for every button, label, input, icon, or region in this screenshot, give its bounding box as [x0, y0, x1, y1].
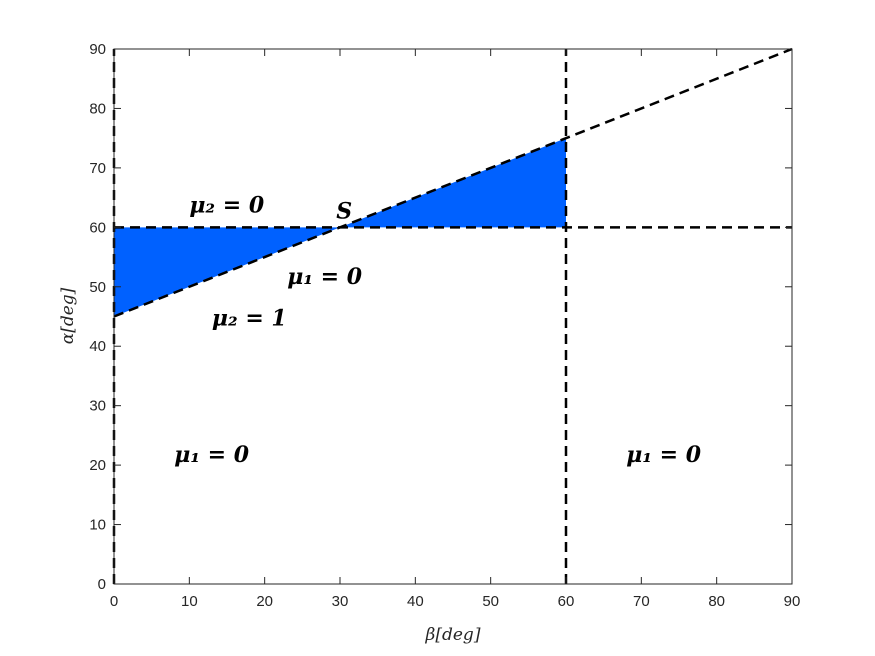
y-tick-label: 60 — [89, 219, 106, 236]
y-tick-label: 70 — [89, 160, 106, 177]
x-tick-label: 70 — [633, 593, 650, 610]
x-tick-label: 80 — [708, 593, 725, 610]
x-axis-label: β[deg] — [425, 625, 481, 645]
y-axis-label: α[deg] — [58, 287, 78, 344]
annotation-mu2-one: μ₂ = 1 — [212, 305, 287, 331]
y-tick-label: 0 — [98, 576, 106, 593]
annotation-mu1-zero-left: μ₁ = 0 — [174, 442, 249, 468]
x-tick-label: 30 — [332, 593, 349, 610]
plot-frame — [113, 48, 793, 585]
x-axis-ticks: 0 10 20 30 40 50 60 70 80 90 — [110, 49, 801, 610]
x-tick-label: 10 — [181, 593, 198, 610]
x-tick-label: 20 — [256, 593, 273, 610]
annotations: μ₂ = 0 Sμ₁ = 0μ₂ = 1μ₁ = 0 μ₁ = 0 — [174, 192, 701, 468]
y-tick-label: 40 — [89, 338, 106, 355]
x-tick-label: 60 — [558, 593, 575, 610]
x-tick-label: 40 — [407, 593, 424, 610]
y-tick-label: 20 — [89, 457, 106, 474]
x-tick-label: 50 — [482, 593, 499, 610]
y-tick-label: 30 — [89, 398, 106, 415]
annotation-mu1-zero-mid: μ₁ = 0 — [287, 264, 362, 290]
boundary-line-1 — [113, 47, 793, 318]
x-tick-label: 0 — [110, 593, 118, 610]
y-tick-label: 10 — [89, 517, 106, 534]
annotation-mu1-zero-right: μ₁ = 0 — [626, 442, 701, 468]
x-tick-label: 90 — [784, 593, 801, 610]
y-tick-label: 80 — [89, 100, 106, 117]
annotation-point-s: S — [336, 198, 352, 224]
plot-background — [114, 49, 792, 584]
y-axis-ticks: 0 10 20 30 40 50 60 70 80 90 — [89, 41, 792, 593]
y-tick-label: 50 — [89, 279, 106, 296]
annotation-mu2-zero: μ₂ = 0 — [189, 192, 264, 218]
y-tick-label: 90 — [89, 41, 106, 58]
